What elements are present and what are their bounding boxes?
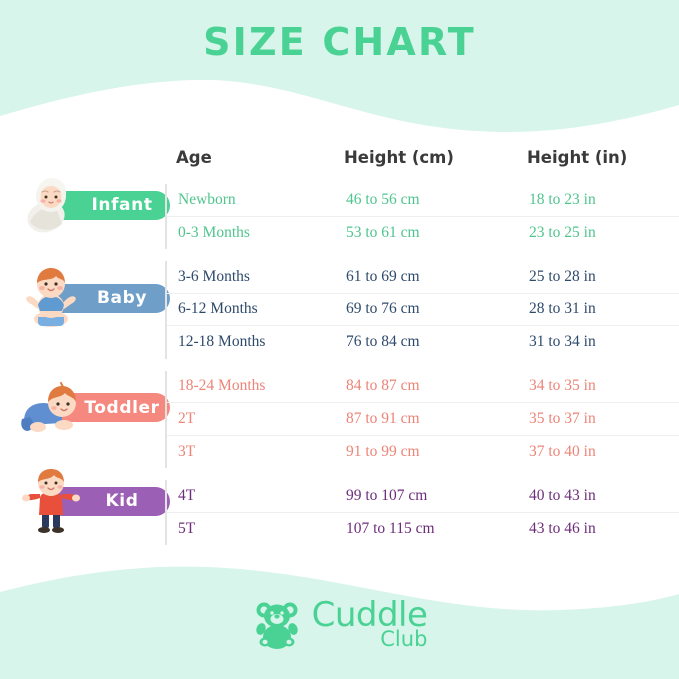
- brand-name-sub: Club: [380, 627, 428, 651]
- group-rows-kid: 4T 99 to 107 cm 40 to 43 in 5T 107 to 11…: [165, 480, 679, 545]
- cell-height-cm: 99 to 107 cm: [346, 486, 428, 504]
- cell-height-in: 37 to 40 in: [529, 442, 596, 460]
- cell-height-cm: 46 to 56 cm: [346, 190, 420, 208]
- cell-height-in: 31 to 34 in: [529, 333, 596, 351]
- cell-height-cm: 107 to 115 cm: [346, 519, 435, 537]
- swaddled-baby-icon: [27, 178, 67, 233]
- pill-label-infant: Infant: [91, 195, 153, 215]
- cell-height-in: 18 to 23 in: [529, 190, 596, 208]
- cell-age: 0-3 Months: [178, 223, 250, 241]
- table-row: 3-6 Months 61 to 69 cm 25 to 28 in: [167, 261, 679, 294]
- brand-name-main: Cuddle: [311, 595, 428, 635]
- pill-kid: Kid: [48, 486, 170, 516]
- cell-height-in: 43 to 46 in: [529, 519, 596, 537]
- table-row: 0-3 Months 53 to 61 cm 23 to 25 in: [167, 217, 679, 250]
- cell-height-cm: 76 to 84 cm: [346, 333, 420, 351]
- group-toddler: Toddler 18-24 Month: [0, 370, 679, 469]
- cell-height-in: 34 to 35 in: [529, 377, 596, 395]
- cell-height-cm: 87 to 91 cm: [346, 409, 420, 427]
- table-row: 2T 87 to 91 cm 35 to 37 in: [167, 403, 679, 436]
- group-rows-infant: Newborn 46 to 56 cm 18 to 23 in 0-3 Mont…: [165, 184, 679, 249]
- table-row: 12-18 Months 76 to 84 cm 31 to 34 in: [167, 326, 679, 359]
- group-baby: Baby: [0, 261, 679, 359]
- teddy-bear-icon: [255, 602, 298, 649]
- pill-label-baby: Baby: [96, 288, 148, 308]
- page-title: SIZE CHART: [203, 20, 476, 64]
- column-header-height-cm: Height (cm): [344, 148, 454, 167]
- cell-height-in: 35 to 37 in: [529, 409, 596, 427]
- column-header-height-in: Height (in): [527, 148, 628, 167]
- cell-age: 2T: [178, 409, 196, 427]
- pill-label-toddler: Toddler: [84, 397, 160, 418]
- cell-age: 18-24 Months: [178, 377, 266, 395]
- cell-age: 5T: [178, 519, 196, 537]
- table-row: 3T 91 to 99 cm 37 to 40 in: [167, 436, 679, 469]
- cell-height-in: 28 to 31 in: [529, 300, 596, 318]
- cell-age: 12-18 Months: [178, 333, 266, 351]
- table-row: 5T 107 to 115 cm 43 to 46 in: [167, 513, 679, 546]
- brand-logo-text: Cuddle Club: [312, 598, 428, 650]
- brand-logo: Cuddle Club: [0, 598, 679, 650]
- cell-height-cm: 84 to 87 cm: [346, 377, 420, 395]
- group-infant: Infant N: [0, 178, 679, 249]
- pill-infant: Infant: [48, 190, 170, 220]
- table-row: Newborn 46 to 56 cm 18 to 23 in: [167, 184, 679, 217]
- cell-height-cm: 61 to 69 cm: [346, 267, 420, 285]
- standing-kid-icon: [22, 469, 80, 533]
- column-header-age: Age: [176, 148, 212, 167]
- group-rows-toddler: 18-24 Months 84 to 87 cm 34 to 35 in 2T …: [165, 370, 679, 469]
- cell-age: 6-12 Months: [178, 300, 258, 318]
- cell-height-cm: 53 to 61 cm: [346, 223, 420, 241]
- cell-age: 3-6 Months: [178, 267, 250, 285]
- table-row: 6-12 Months 69 to 76 cm 28 to 31 in: [167, 294, 679, 326]
- cell-height-in: 25 to 28 in: [529, 267, 596, 285]
- cell-age: 3T: [178, 442, 196, 460]
- cell-height-in: 40 to 43 in: [529, 486, 596, 504]
- table-row: 18-24 Months 84 to 87 cm 34 to 35 in: [167, 371, 679, 403]
- size-table: Age Height (cm) Height (in) Infant: [0, 148, 679, 557]
- crawling-toddler-icon: [21, 381, 76, 432]
- table-header-row: Age Height (cm) Height (in): [0, 148, 679, 184]
- cell-age: Newborn: [178, 190, 236, 208]
- group-kid: Kid: [0, 469, 679, 545]
- cell-age: 4T: [178, 486, 196, 504]
- table-row: 4T 99 to 107 cm 40 to 43 in: [167, 480, 679, 513]
- cell-height-in: 23 to 25 in: [529, 223, 596, 241]
- cell-height-cm: 91 to 99 cm: [346, 442, 420, 460]
- sitting-baby-icon: [26, 268, 76, 327]
- pill-label-kid: Kid: [105, 491, 139, 511]
- cell-height-cm: 69 to 76 cm: [346, 300, 420, 318]
- group-rows-baby: 3-6 Months 61 to 69 cm 25 to 28 in 6-12 …: [165, 261, 679, 359]
- pill-toddler: Toddler: [48, 393, 170, 422]
